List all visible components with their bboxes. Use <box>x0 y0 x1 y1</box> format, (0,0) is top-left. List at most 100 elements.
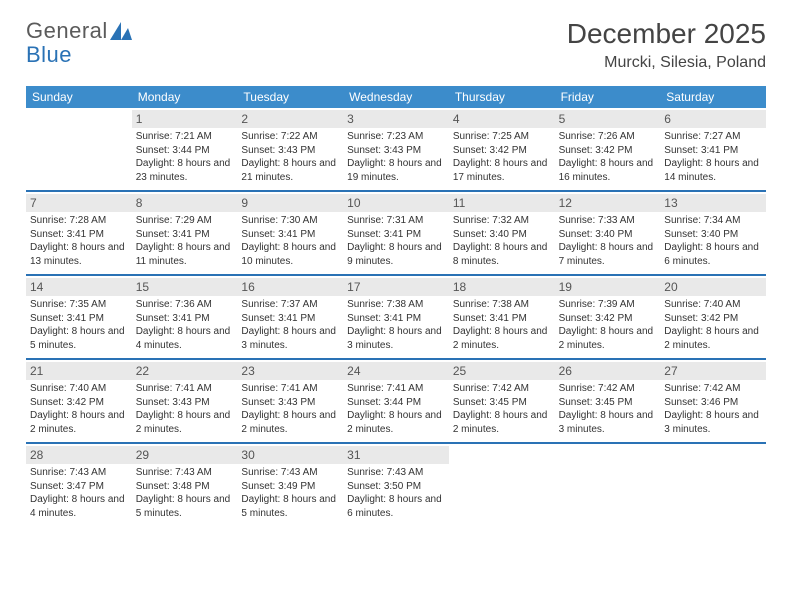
sunset-text: Sunset: 3:43 PM <box>241 144 339 158</box>
calendar-cell: 7Sunrise: 7:28 AMSunset: 3:41 PMDaylight… <box>26 192 132 274</box>
calendar-cell: 3 Sunrise: 7:23 AMSunset: 3:43 PMDaylight… <box>343 108 449 190</box>
calendar-cell: 12Sunrise: 7:33 AMSunset: 3:40 PMDayligh… <box>555 192 661 274</box>
daylight-text: Daylight: 8 hours and 4 minutes. <box>136 325 234 352</box>
day-number: 9 <box>237 194 343 212</box>
sunrise-text: Sunrise: 7:38 AM <box>453 298 551 312</box>
day-header-row: Sunday Monday Tuesday Wednesday Thursday… <box>26 86 766 108</box>
calendar-cell: 8Sunrise: 7:29 AMSunset: 3:41 PMDaylight… <box>132 192 238 274</box>
day-header-sun: Sunday <box>26 86 132 108</box>
cell-details: Sunrise: 7:31 AMSunset: 3:41 PMDaylight:… <box>347 214 445 268</box>
week-row: 14Sunrise: 7:35 AMSunset: 3:41 PMDayligh… <box>26 276 766 360</box>
daylight-text: Daylight: 8 hours and 23 minutes. <box>136 157 234 184</box>
calendar-cell: 9 Sunrise: 7:30 AMSunset: 3:41 PMDaylight… <box>237 192 343 274</box>
sunset-text: Sunset: 3:43 PM <box>347 144 445 158</box>
sunrise-text: Sunrise: 7:43 AM <box>30 466 128 480</box>
day-number: 18 <box>449 278 555 296</box>
cell-details: Sunrise: 7:43 AMSunset: 3:50 PMDaylight:… <box>347 466 445 520</box>
sunset-text: Sunset: 3:42 PM <box>559 312 657 326</box>
calendar-cell: 25Sunrise: 7:42 AMSunset: 3:45 PMDayligh… <box>449 360 555 442</box>
sunset-text: Sunset: 3:45 PM <box>453 396 551 410</box>
day-number: 17 <box>343 278 449 296</box>
cell-details: Sunrise: 7:37 AMSunset: 3:41 PMDaylight:… <box>241 298 339 352</box>
sunrise-text: Sunrise: 7:22 AM <box>241 130 339 144</box>
daylight-text: Daylight: 8 hours and 13 minutes. <box>30 241 128 268</box>
daylight-text: Daylight: 8 hours and 3 minutes. <box>559 409 657 436</box>
day-number: 1 <box>132 110 238 128</box>
sunset-text: Sunset: 3:43 PM <box>136 396 234 410</box>
daylight-text: Daylight: 8 hours and 3 minutes. <box>241 325 339 352</box>
day-number: 26 <box>555 362 661 380</box>
calendar-cell <box>26 108 132 190</box>
daylight-text: Daylight: 8 hours and 17 minutes. <box>453 157 551 184</box>
cell-details: Sunrise: 7:43 AMSunset: 3:47 PMDaylight:… <box>30 466 128 520</box>
cell-details: Sunrise: 7:43 AMSunset: 3:48 PMDaylight:… <box>136 466 234 520</box>
day-number: 3 <box>343 110 449 128</box>
daylight-text: Daylight: 8 hours and 2 minutes. <box>136 409 234 436</box>
daylight-text: Daylight: 8 hours and 19 minutes. <box>347 157 445 184</box>
calendar-cell <box>660 444 766 526</box>
sunrise-text: Sunrise: 7:39 AM <box>559 298 657 312</box>
daylight-text: Daylight: 8 hours and 5 minutes. <box>136 493 234 520</box>
calendar-cell: 18Sunrise: 7:38 AMSunset: 3:41 PMDayligh… <box>449 276 555 358</box>
day-number: 24 <box>343 362 449 380</box>
sunset-text: Sunset: 3:41 PM <box>664 144 762 158</box>
sunset-text: Sunset: 3:41 PM <box>347 228 445 242</box>
sunrise-text: Sunrise: 7:41 AM <box>347 382 445 396</box>
sunset-text: Sunset: 3:40 PM <box>453 228 551 242</box>
daylight-text: Daylight: 8 hours and 16 minutes. <box>559 157 657 184</box>
calendar-cell: 1Sunrise: 7:21 AMSunset: 3:44 PMDaylight… <box>132 108 238 190</box>
calendar-cell: 31Sunrise: 7:43 AMSunset: 3:50 PMDayligh… <box>343 444 449 526</box>
week-row: 1Sunrise: 7:21 AMSunset: 3:44 PMDaylight… <box>26 108 766 192</box>
sunset-text: Sunset: 3:45 PM <box>559 396 657 410</box>
sunrise-text: Sunrise: 7:32 AM <box>453 214 551 228</box>
sunset-text: Sunset: 3:42 PM <box>664 312 762 326</box>
cell-details: Sunrise: 7:32 AMSunset: 3:40 PMDaylight:… <box>453 214 551 268</box>
daylight-text: Daylight: 8 hours and 2 minutes. <box>453 409 551 436</box>
cell-details: Sunrise: 7:23 AMSunset: 3:43 PMDaylight:… <box>347 130 445 184</box>
cell-details: Sunrise: 7:41 AMSunset: 3:43 PMDaylight:… <box>136 382 234 436</box>
daylight-text: Daylight: 8 hours and 8 minutes. <box>453 241 551 268</box>
sunset-text: Sunset: 3:41 PM <box>136 228 234 242</box>
cell-details: Sunrise: 7:38 AMSunset: 3:41 PMDaylight:… <box>347 298 445 352</box>
sunrise-text: Sunrise: 7:40 AM <box>30 382 128 396</box>
daylight-text: Daylight: 8 hours and 2 minutes. <box>559 325 657 352</box>
calendar-cell: 22 Sunrise: 7:41 AMSunset: 3:43 PMDayligh… <box>132 360 238 442</box>
day-header-mon: Monday <box>132 86 238 108</box>
daylight-text: Daylight: 8 hours and 7 minutes. <box>559 241 657 268</box>
sunset-text: Sunset: 3:44 PM <box>347 396 445 410</box>
title-block: December 2025 Murcki, Silesia, Poland <box>567 18 766 72</box>
sunrise-text: Sunrise: 7:43 AM <box>241 466 339 480</box>
sunset-text: Sunset: 3:41 PM <box>136 312 234 326</box>
calendar-cell: 4Sunrise: 7:25 AMSunset: 3:42 PMDaylight… <box>449 108 555 190</box>
cell-details: Sunrise: 7:30 AMSunset: 3:41 PMDaylight:… <box>241 214 339 268</box>
day-number: 22 <box>132 362 238 380</box>
header: General December 2025 Murcki, Silesia, P… <box>26 18 766 72</box>
day-number <box>449 446 555 464</box>
daylight-text: Daylight: 8 hours and 4 minutes. <box>30 493 128 520</box>
location: Murcki, Silesia, Poland <box>567 54 766 72</box>
daylight-text: Daylight: 8 hours and 2 minutes. <box>241 409 339 436</box>
sunset-text: Sunset: 3:46 PM <box>664 396 762 410</box>
week-row: 28Sunrise: 7:43 AMSunset: 3:47 PMDayligh… <box>26 444 766 526</box>
sunrise-text: Sunrise: 7:29 AM <box>136 214 234 228</box>
sunrise-text: Sunrise: 7:38 AM <box>347 298 445 312</box>
calendar-cell: 20Sunrise: 7:40 AMSunset: 3:42 PMDayligh… <box>660 276 766 358</box>
sunset-text: Sunset: 3:41 PM <box>30 228 128 242</box>
calendar-cell: 30Sunrise: 7:43 AMSunset: 3:49 PMDayligh… <box>237 444 343 526</box>
day-number <box>660 446 766 464</box>
daylight-text: Daylight: 8 hours and 21 minutes. <box>241 157 339 184</box>
cell-details: Sunrise: 7:27 AMSunset: 3:41 PMDaylight:… <box>664 130 762 184</box>
day-number: 12 <box>555 194 661 212</box>
cell-details: Sunrise: 7:40 AMSunset: 3:42 PMDaylight:… <box>30 382 128 436</box>
daylight-text: Daylight: 8 hours and 2 minutes. <box>30 409 128 436</box>
calendar-cell: 21Sunrise: 7:40 AMSunset: 3:42 PMDayligh… <box>26 360 132 442</box>
daylight-text: Daylight: 8 hours and 2 minutes. <box>347 409 445 436</box>
calendar-cell: 28Sunrise: 7:43 AMSunset: 3:47 PMDayligh… <box>26 444 132 526</box>
month-title: December 2025 <box>567 18 766 50</box>
sunrise-text: Sunrise: 7:36 AM <box>136 298 234 312</box>
sunrise-text: Sunrise: 7:35 AM <box>30 298 128 312</box>
sunset-text: Sunset: 3:41 PM <box>241 312 339 326</box>
calendar-cell: 23Sunrise: 7:41 AMSunset: 3:43 PMDayligh… <box>237 360 343 442</box>
sunrise-text: Sunrise: 7:34 AM <box>664 214 762 228</box>
cell-details: Sunrise: 7:39 AMSunset: 3:42 PMDaylight:… <box>559 298 657 352</box>
